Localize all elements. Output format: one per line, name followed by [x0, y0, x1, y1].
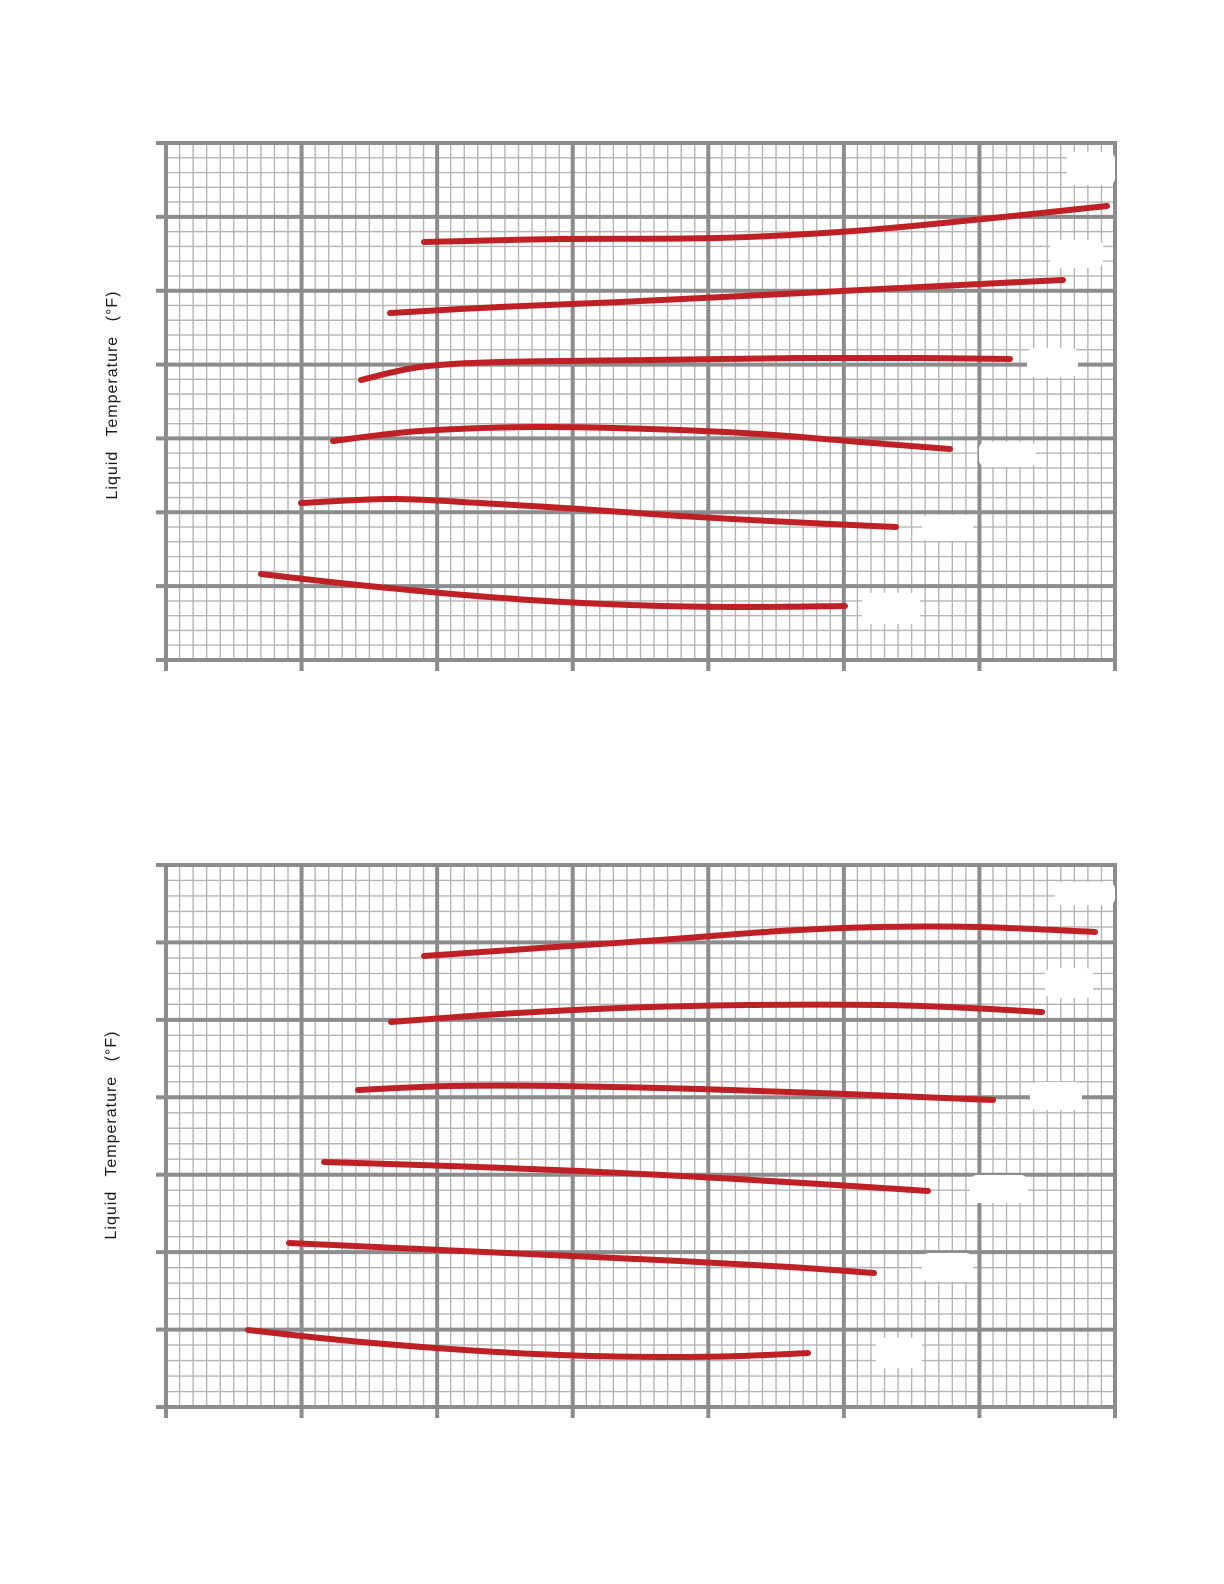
erased-curve-label: [922, 515, 973, 541]
top-chart-curve-5: [298, 495, 899, 530]
top-chart-y-axis-label: Liquid Temperature (°F): [104, 290, 121, 500]
erased-curve-label: [970, 1175, 1028, 1203]
top-chart-plot-area: [156, 141, 1117, 671]
top-chart-curve-3: [358, 354, 1013, 383]
erased-curve-label: [862, 593, 920, 624]
top-chart-curve-1: [421, 203, 1110, 245]
top-chart-curve-2: [387, 277, 1066, 316]
top-chart-curve-6: [258, 571, 848, 611]
bottom-chart-y-axis-label: Liquid Temperature (°F): [103, 1030, 120, 1240]
erased-curve-label: [1067, 152, 1115, 185]
top-chart-curve-4: [330, 423, 953, 452]
bottom-chart-plot-area: [156, 863, 1117, 1418]
bottom-chart-curve-2: [388, 1001, 1045, 1025]
erased-curve-label: [922, 1253, 973, 1282]
erased-curve-label: [1030, 1082, 1082, 1110]
bottom-chart-curve-5: [286, 1240, 877, 1276]
erased-curve-label: [876, 1338, 922, 1368]
bottom-chart-curve-6: [245, 1327, 811, 1361]
erased-curve-label: [1050, 240, 1103, 268]
erased-curve-label: [979, 442, 1036, 467]
erased-curve-label: [1027, 348, 1078, 377]
erased-curve-label: [1055, 882, 1115, 905]
bottom-chart-curve-4: [321, 1159, 931, 1194]
bottom-chart-curve-1: [421, 923, 1098, 959]
erased-curve-label: [1045, 968, 1093, 998]
bottom-chart-curve-3: [355, 1082, 996, 1103]
